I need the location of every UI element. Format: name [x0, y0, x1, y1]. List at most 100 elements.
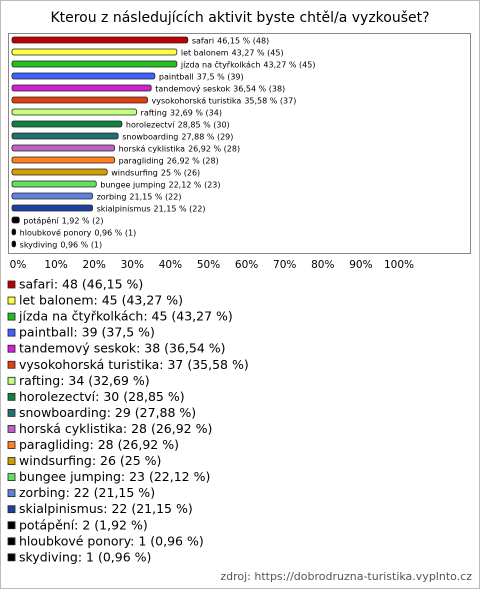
bar: [11, 48, 178, 56]
bar-label: paintball 37,5 % (39): [159, 72, 244, 81]
source: zdroj: https://dobrodruzna-turistika.vyp…: [220, 570, 472, 583]
bar: [11, 216, 20, 224]
bar-label-value: 27,88 % (29): [181, 132, 233, 141]
bar-label-value: 35,58 % (37): [244, 96, 296, 105]
legend-swatch: [7, 328, 16, 337]
legend-label: horolezectví: 30 (28,85 %): [19, 389, 185, 404]
bar: [11, 96, 148, 104]
bar-label-name: jízda na čtyřkolkách: [180, 59, 261, 69]
bar: [11, 192, 93, 200]
legend-label: rafting: 34 (32,69 %): [19, 373, 150, 388]
bar-label-value: 28,85 % (30): [178, 120, 230, 129]
legend-swatch: [7, 425, 16, 433]
legend-swatch: [7, 489, 16, 498]
bar-label-name: let balonem: [181, 48, 229, 57]
bar-label-value: 43,27 % (45): [263, 60, 315, 69]
bar-label: potápění 1,92 % (2): [23, 216, 103, 225]
bar: [11, 180, 97, 188]
legend-swatch: [7, 537, 16, 546]
x-tick-label: 50%: [197, 259, 220, 271]
bar-label-name: horská cyklistika: [119, 144, 186, 153]
bar-label: horolezectví 28,85 % (30): [126, 120, 230, 129]
bar-label-value: 37,5 % (39): [197, 72, 244, 81]
x-tick-label: 20%: [83, 259, 106, 271]
legend-label: vysokohorská turistika: 37 (35,58 %): [19, 357, 249, 372]
bar-label-value: 32,69 % (34): [170, 108, 222, 117]
bar-label-value: 21,15 % (22): [129, 192, 181, 201]
bar-label: skydiving 0,96 % (1): [20, 240, 103, 249]
legend-swatch: [7, 553, 16, 562]
legend-label: paragliding: 28 (26,92 %): [19, 437, 179, 452]
x-tick-label: 90%: [349, 259, 372, 271]
bar-label-value: 36,54 % (38): [233, 84, 285, 93]
bar: [11, 204, 93, 212]
chart-title: Kterou z následujících aktivit byste cht…: [50, 10, 429, 26]
legend-label: jízda na čtyřkolkách: 45 (43,27 %): [18, 309, 233, 324]
bar-label: windsurfing 25 % (26): [111, 168, 200, 177]
bar: [11, 144, 115, 152]
legend-label: zorbing: 22 (21,15 %): [19, 485, 155, 500]
bar-label-name: skialpinismus: [97, 204, 151, 213]
bar-label-value: 25 % (26): [161, 168, 200, 177]
bar-label-value: 0,96 % (1): [60, 240, 102, 249]
legend-label: safari: 48 (46,15 %): [19, 277, 143, 292]
bar-label-name: bungee jumping: [100, 180, 165, 189]
bar-label: paragliding 26,92 % (28): [119, 156, 219, 165]
legend-swatch: [7, 312, 16, 321]
x-tick-label: 100%: [384, 259, 414, 271]
bar: [11, 60, 178, 68]
x-tick-label: 70%: [273, 259, 296, 271]
x-tick-label: 30%: [121, 259, 144, 271]
bar-label-value: 21,15 % (22): [154, 204, 206, 213]
legend-swatch: [7, 457, 16, 465]
bar: [11, 168, 108, 176]
legend-label: let balonem: 45 (43,27 %): [19, 293, 183, 308]
legend-swatch: [7, 392, 16, 401]
bar-label: safari 46,15 % (48): [192, 36, 269, 45]
bar-label-name: tandemový seskok: [155, 84, 230, 93]
bar-label-name: paintball: [159, 72, 194, 81]
legend-label: bungee jumping: 23 (22,12 %): [19, 469, 210, 484]
legend-label: windsurfing: 26 (25 %): [19, 453, 161, 468]
legend-swatch: [7, 344, 16, 353]
legend-label: snowboarding: 29 (27,88 %): [19, 405, 196, 420]
bar-label-name: vysokohorská turistika: [152, 96, 242, 105]
bar: [11, 72, 156, 80]
legend-label: skydiving: 1 (0,96 %): [19, 549, 151, 564]
legend-label: hloubkové ponory: 1 (0,96 %): [19, 533, 204, 548]
bar-label-value: 43,27 % (45): [232, 48, 284, 57]
bar: [11, 120, 123, 128]
bar-label: horská cyklistika 26,92 % (28): [119, 144, 241, 153]
bar: [11, 156, 115, 164]
bar-label: let balonem 43,27 % (45): [181, 48, 284, 57]
legend-label: tandemový seskok: 38 (36,54 %): [19, 341, 226, 356]
legend-swatch: [7, 296, 16, 305]
bar: [11, 84, 152, 92]
bar-label-name: windsurfing: [111, 168, 158, 177]
bar-label: vysokohorská turistika 35,58 % (37): [152, 96, 297, 105]
legend-swatch: [7, 408, 16, 417]
bar-label-name: safari: [192, 36, 214, 45]
plot-area: [8, 33, 471, 254]
bar-label-name: hloubkové ponory: [20, 227, 92, 237]
bar-label-name: potápění: [23, 216, 59, 225]
bar-label-value: 1,92 % (2): [62, 216, 104, 225]
legend-label: paintball: 39 (37,5 %): [19, 325, 155, 340]
bar-label-value: 22,12 % (23): [168, 180, 220, 189]
bar: [11, 132, 119, 140]
bar-label-name: zorbing: [97, 192, 127, 201]
bar-label-name: snowboarding: [122, 132, 178, 141]
bar-label-value: 0,96 % (1): [94, 228, 136, 237]
legend-label: horská cyklistika: 28 (26,92 %): [19, 421, 212, 436]
bar-label-value: 26,92 % (28): [167, 156, 219, 165]
bar-label-name: horolezectví: [126, 120, 176, 129]
legend-label: skialpinismus: 22 (21,15 %): [19, 501, 193, 516]
bar: [11, 228, 17, 236]
bar-label: snowboarding 27,88 % (29): [122, 132, 233, 141]
legend-swatch: [7, 521, 16, 530]
bar-label-value: 26,92 % (28): [188, 144, 240, 153]
bar-label-name: paragliding: [119, 156, 164, 165]
legend-swatch: [7, 473, 16, 482]
